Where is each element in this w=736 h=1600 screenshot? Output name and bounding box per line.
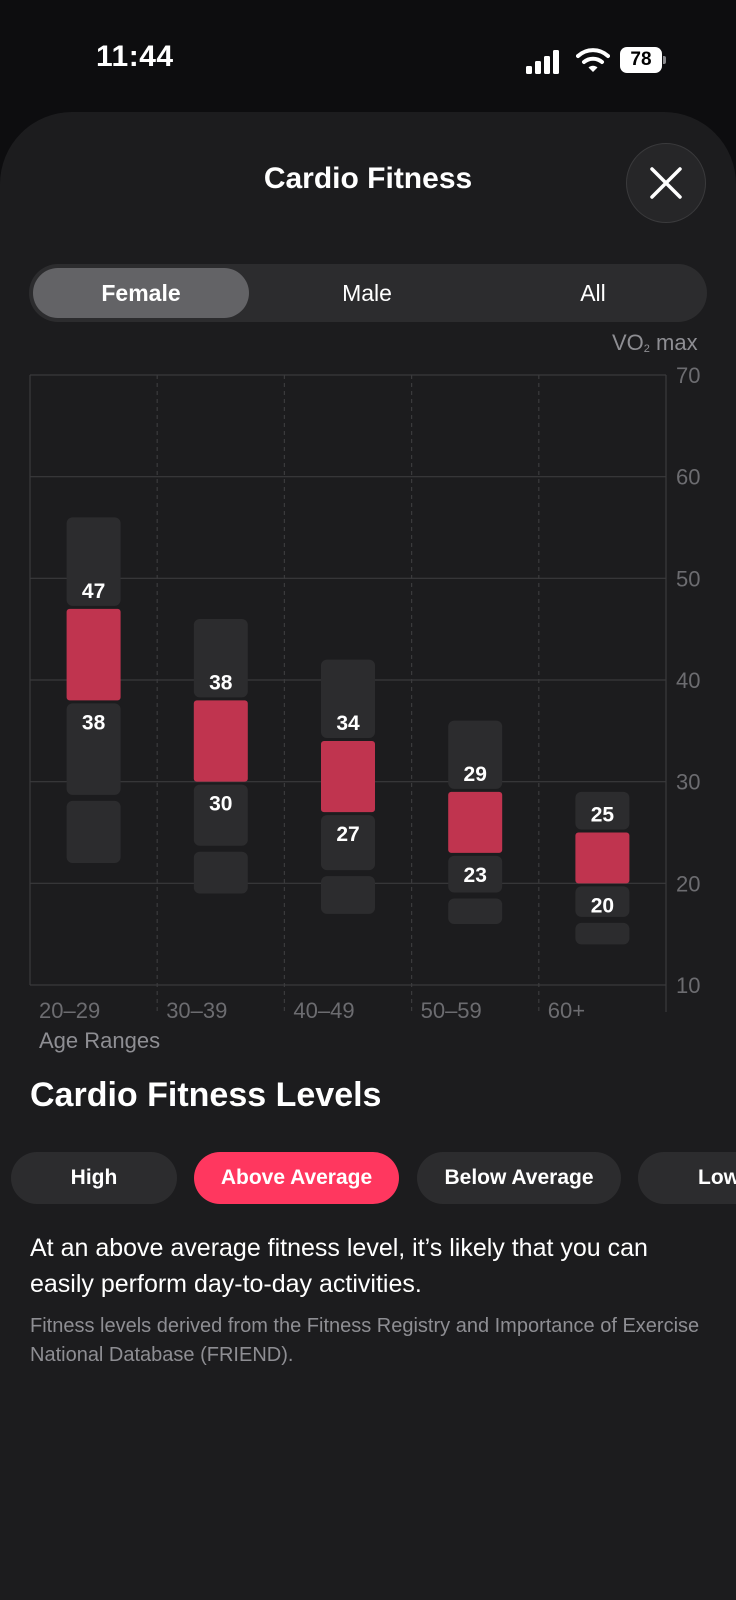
battery-tip — [663, 56, 666, 64]
range-bar-upper — [448, 720, 503, 789]
lower-value-label: 27 — [336, 823, 359, 846]
segment-male[interactable]: Male — [259, 264, 475, 322]
range-bar-lower — [321, 815, 375, 871]
fitness-level-pills: High Above Average Below Average Low — [0, 1152, 736, 1204]
level-description: At an above average fitness level, it’s … — [30, 1234, 648, 1298]
segment-label: Male — [342, 279, 392, 306]
range-bar-lower — [193, 784, 248, 846]
above-average-bar — [66, 608, 121, 701]
source-note: Fitness levels derived from the Fitness … — [30, 1315, 700, 1366]
cardio-fitness-sheet: Cardio Fitness Female Male All VO2 max 1… — [0, 112, 736, 1600]
range-bar-upper — [66, 517, 121, 606]
upper-value-label: 38 — [209, 671, 233, 694]
sheet-title: Cardio Fitness — [263, 162, 473, 195]
above-average-bar — [321, 741, 375, 813]
lower-value-label: 20 — [591, 894, 614, 917]
pill-label: Below Average — [444, 1166, 594, 1189]
upper-value-label: 34 — [336, 712, 360, 735]
x-tick-label: 30–39 — [166, 998, 227, 1022]
x-tick-label: 20–29 — [39, 998, 100, 1022]
pill-high[interactable]: High — [11, 1152, 177, 1204]
above-average-bar — [193, 700, 248, 782]
y-tick-label: 50 — [676, 566, 700, 591]
range-bar-lower — [575, 886, 630, 917]
sex-segmented-control: Female Male All — [29, 264, 707, 322]
close-icon — [650, 167, 682, 199]
x-tick-label: 40–49 — [293, 998, 354, 1022]
pill-label: High — [70, 1166, 118, 1189]
y-tick-label: 40 — [676, 668, 700, 693]
range-bar-bottom — [448, 898, 503, 924]
upper-value-label: 25 — [591, 804, 615, 827]
upper-value-label: 29 — [464, 763, 487, 786]
lower-value-label: 38 — [82, 711, 106, 734]
status-time: 11:44 — [96, 40, 174, 73]
vo2max-chart: 10 20 30 40 50 60 70 47 38 20–29 38 30 30–39 34 27 40–4… — [29, 363, 700, 1022]
above-average-bar — [575, 832, 630, 884]
range-bar-bottom — [321, 876, 375, 914]
range-bar-upper — [575, 791, 630, 830]
y-axis-unit: VO2 max — [612, 330, 698, 355]
segment-female[interactable]: Female — [33, 268, 249, 318]
upper-value-label: 47 — [82, 580, 105, 603]
y-tick-label: 10 — [676, 973, 700, 998]
pill-below-average[interactable]: Below Average — [417, 1152, 621, 1204]
levels-heading: Cardio Fitness Levels — [30, 1076, 382, 1114]
segment-label: Female — [101, 279, 181, 306]
range-bar-bottom — [66, 800, 121, 863]
range-bar-upper — [321, 659, 375, 738]
range-bar-bottom — [193, 851, 248, 894]
x-axis-label: Age Ranges — [39, 1028, 161, 1053]
y-tick-label: 30 — [676, 770, 700, 795]
battery-icon: 78 — [620, 47, 666, 73]
x-tick-label: 50–59 — [421, 998, 482, 1022]
pill-label: Above Average — [220, 1166, 373, 1189]
range-bar-bottom — [575, 922, 630, 945]
lower-value-label: 23 — [464, 864, 487, 887]
battery-level: 78 — [620, 47, 662, 73]
y-tick-label: 20 — [676, 871, 700, 896]
x-tick-label: 60+ — [548, 998, 585, 1022]
y-tick-label: 60 — [676, 465, 700, 490]
range-bar-lower — [66, 703, 121, 795]
signal-icon — [526, 50, 559, 74]
wifi-icon — [576, 48, 610, 72]
range-bar-lower — [448, 855, 503, 893]
above-average-bar — [448, 791, 503, 853]
lower-value-label: 30 — [209, 793, 232, 816]
pill-low[interactable]: Low — [638, 1152, 736, 1204]
pill-label: Low — [698, 1166, 736, 1189]
y-tick-label: 70 — [676, 363, 700, 388]
range-bar-upper — [193, 619, 248, 698]
status-bar: 11:44 78 — [0, 0, 736, 112]
segment-label: All — [580, 279, 606, 306]
pill-above-average[interactable]: Above Average — [194, 1152, 399, 1204]
segment-all[interactable]: All — [485, 264, 701, 322]
close-button[interactable] — [626, 143, 706, 223]
